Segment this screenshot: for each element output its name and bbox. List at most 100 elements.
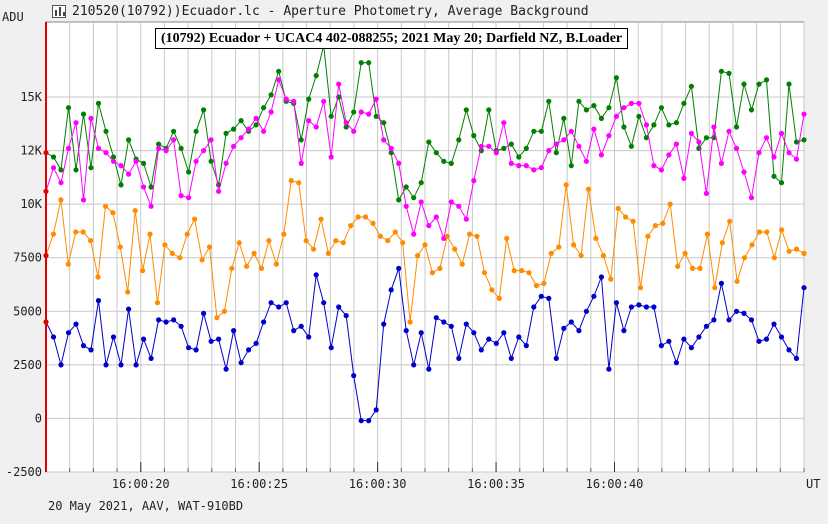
data-point <box>306 118 312 124</box>
data-point <box>538 293 544 299</box>
data-point <box>80 343 87 349</box>
data-point <box>362 214 369 220</box>
data-point <box>253 122 259 128</box>
data-point <box>126 137 132 143</box>
data-point <box>600 253 607 259</box>
data-point <box>407 319 413 325</box>
data-point <box>388 287 394 293</box>
data-point <box>148 355 154 361</box>
data-point <box>726 317 732 323</box>
x-tick-label: 16:00:30 <box>349 477 407 491</box>
data-point <box>621 105 627 111</box>
data-point <box>651 304 657 310</box>
data-point <box>628 100 635 106</box>
data-point <box>652 223 659 229</box>
data-point <box>268 109 274 115</box>
data-point <box>636 302 642 308</box>
data-point <box>756 81 762 87</box>
data-point <box>355 214 361 220</box>
data-point <box>696 139 702 145</box>
data-point <box>711 124 717 130</box>
data-point <box>373 96 379 102</box>
data-point <box>493 150 499 156</box>
app-icon <box>52 5 66 18</box>
data-point <box>508 141 514 147</box>
data-point <box>703 135 710 141</box>
data-point <box>531 167 537 173</box>
data-point <box>118 163 124 169</box>
data-point <box>221 308 227 314</box>
data-point <box>576 328 582 334</box>
data-point <box>366 60 372 66</box>
data-point <box>351 109 357 115</box>
data-point <box>50 334 57 340</box>
data-point <box>704 231 711 237</box>
data-point <box>658 167 665 173</box>
data-point <box>667 201 673 207</box>
series-layer <box>43 43 807 424</box>
data-point <box>651 122 657 128</box>
data-point <box>563 182 569 188</box>
data-point <box>223 366 229 372</box>
data-point <box>675 263 681 269</box>
data-point <box>748 107 755 113</box>
data-point <box>763 77 770 83</box>
data-point <box>598 115 605 121</box>
data-point <box>201 107 207 113</box>
data-point <box>411 231 417 237</box>
data-point <box>291 328 297 334</box>
data-point <box>608 276 614 282</box>
data-point <box>763 135 770 141</box>
data-point <box>125 289 131 295</box>
data-point <box>276 304 282 310</box>
data-point <box>373 113 379 119</box>
data-point <box>313 124 319 130</box>
data-point <box>452 246 458 252</box>
y-tick-labels: -2500 0 2500 5000 7500 10K 12K 15K <box>6 90 43 479</box>
data-point <box>118 182 124 188</box>
data-point <box>673 120 680 126</box>
data-point <box>201 310 207 316</box>
title-bar: 210520(10792))Ecuador.lc - Aperture Phot… <box>0 0 828 24</box>
data-point <box>778 130 785 136</box>
data-point <box>103 362 109 368</box>
data-point <box>206 244 213 250</box>
data-point <box>793 139 800 145</box>
data-point <box>381 120 387 126</box>
data-point <box>283 300 289 306</box>
series-3 <box>43 265 807 424</box>
data-point <box>718 280 725 286</box>
data-point <box>171 128 177 134</box>
data-point <box>444 233 450 239</box>
data-point <box>411 195 417 201</box>
data-point <box>162 242 168 248</box>
data-point <box>58 167 64 173</box>
x-tick-labels: 16:00:20 16:00:25 16:00:30 16:00:35 16:00:40 <box>112 477 644 491</box>
data-point <box>688 130 695 136</box>
data-point <box>366 111 372 117</box>
data-point <box>208 338 214 344</box>
data-point <box>236 240 242 246</box>
data-point <box>637 285 644 291</box>
data-point <box>418 180 424 186</box>
x-tick-label: 16:00:25 <box>230 477 288 491</box>
data-point <box>156 145 162 151</box>
data-point <box>718 160 725 166</box>
data-point <box>801 250 807 256</box>
data-point <box>273 261 279 267</box>
data-point <box>80 229 86 235</box>
data-point <box>763 336 770 342</box>
data-point <box>208 158 214 164</box>
data-point <box>403 328 409 334</box>
data-point <box>377 233 383 239</box>
data-point <box>733 145 740 151</box>
data-point <box>261 105 267 111</box>
data-point <box>246 347 252 353</box>
data-point <box>636 100 642 106</box>
data-point <box>615 205 621 211</box>
data-point <box>576 143 582 149</box>
data-point <box>801 137 807 143</box>
data-point <box>448 160 454 166</box>
data-point <box>321 300 327 306</box>
data-point <box>556 244 562 250</box>
